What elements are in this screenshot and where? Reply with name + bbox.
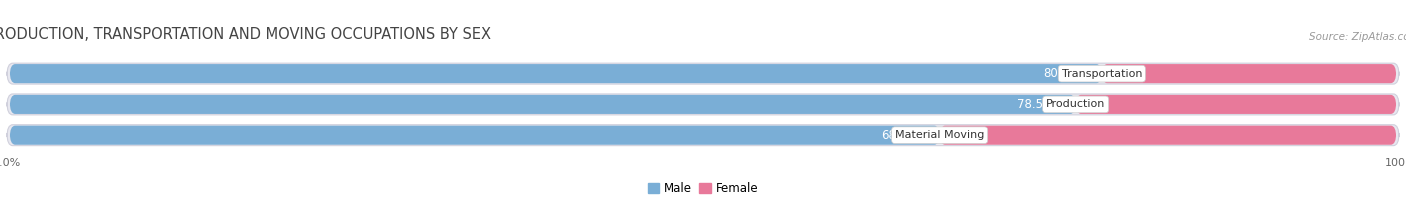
FancyBboxPatch shape <box>10 64 1102 83</box>
FancyBboxPatch shape <box>7 94 1399 115</box>
Text: Material Moving: Material Moving <box>896 130 984 140</box>
FancyBboxPatch shape <box>939 126 1396 145</box>
FancyBboxPatch shape <box>7 125 1399 146</box>
Text: Production: Production <box>1046 99 1105 109</box>
Text: 78.5%: 78.5% <box>1018 98 1054 111</box>
Text: 80.5%: 80.5% <box>1043 67 1081 80</box>
FancyBboxPatch shape <box>1076 95 1396 114</box>
FancyBboxPatch shape <box>10 95 1076 114</box>
FancyBboxPatch shape <box>1102 64 1396 83</box>
Text: Transportation: Transportation <box>1062 69 1142 79</box>
Legend: Male, Female: Male, Female <box>643 177 763 197</box>
Text: PRODUCTION, TRANSPORTATION AND MOVING OCCUPATIONS BY SEX: PRODUCTION, TRANSPORTATION AND MOVING OC… <box>0 27 491 42</box>
Text: Source: ZipAtlas.com: Source: ZipAtlas.com <box>1309 32 1406 42</box>
FancyBboxPatch shape <box>10 126 939 145</box>
Text: 68.1%: 68.1% <box>882 129 918 142</box>
FancyBboxPatch shape <box>7 63 1399 84</box>
